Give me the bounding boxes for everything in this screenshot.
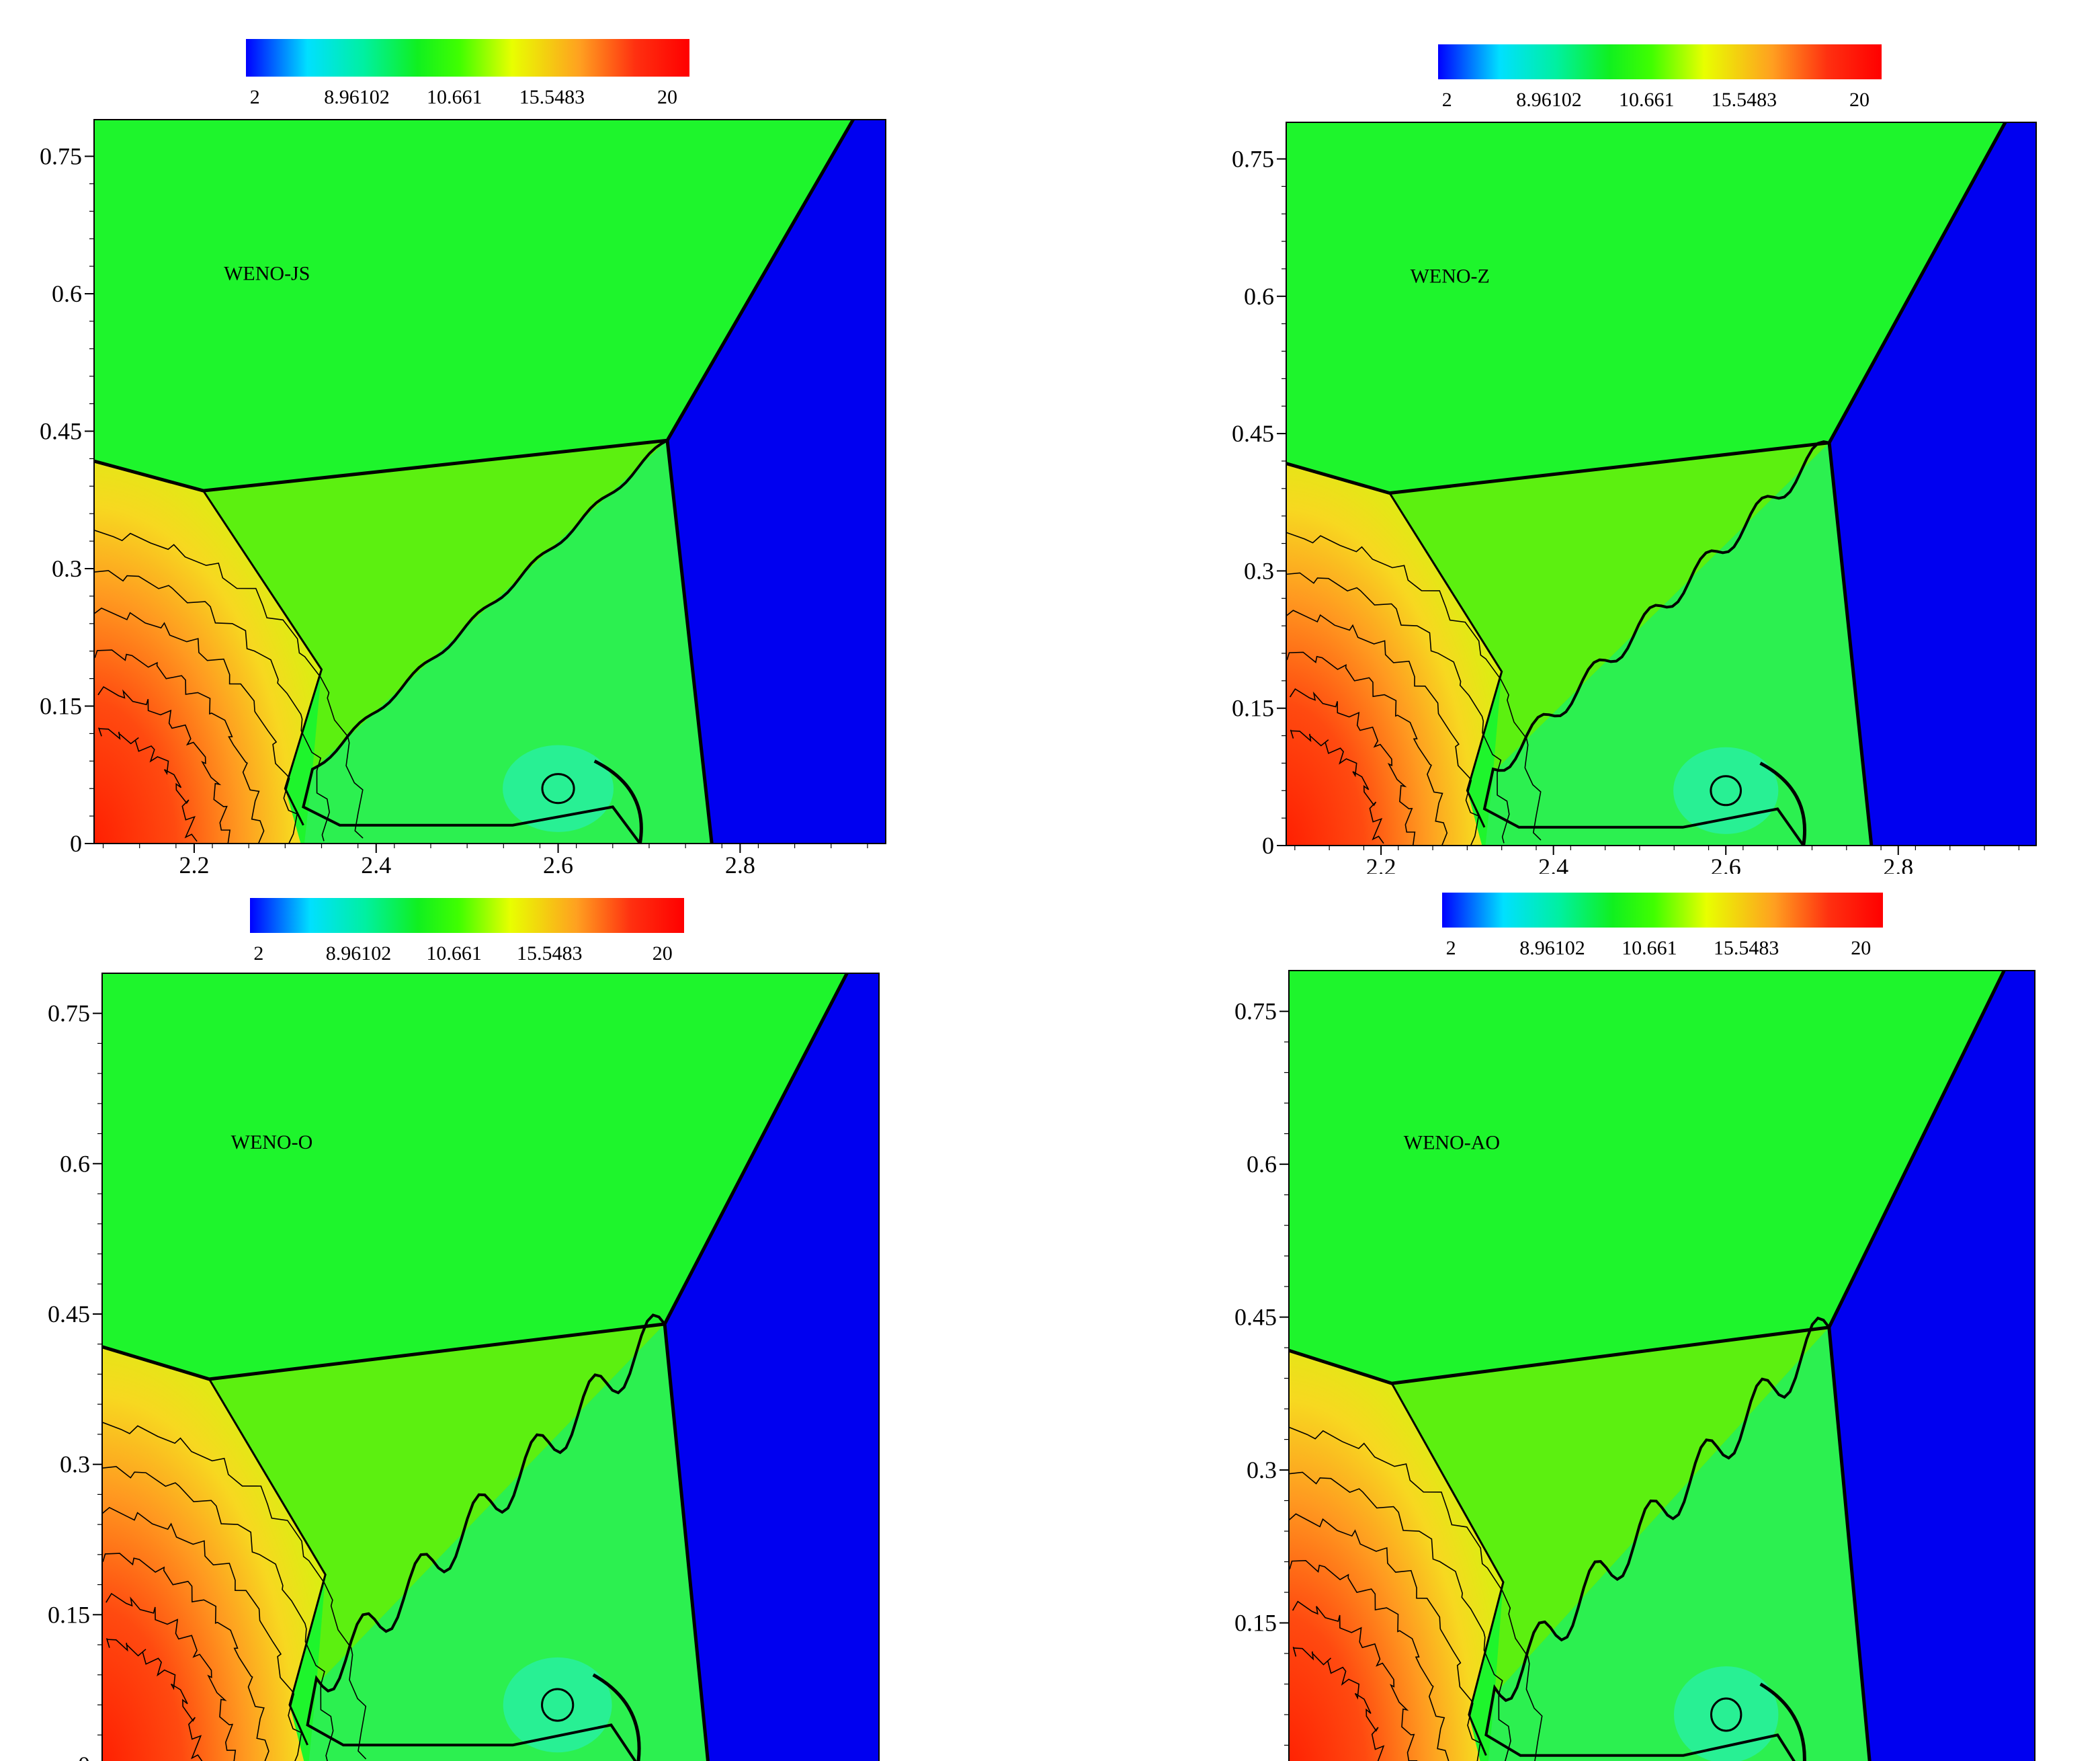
y-tick-label: 0.3 bbox=[1247, 1457, 1277, 1483]
y-tick-label: 0.45 bbox=[1234, 1304, 1277, 1331]
colorbar bbox=[1438, 44, 1882, 79]
y-tick-label: 0.75 bbox=[1234, 998, 1277, 1025]
y-tick-label: 0.6 bbox=[52, 280, 82, 307]
contour-field bbox=[1277, 113, 2054, 854]
y-tick-label: 0.15 bbox=[40, 693, 82, 720]
y-tick-label: 0.75 bbox=[40, 143, 82, 170]
y-tick-label: 0 bbox=[70, 830, 82, 857]
colorbar-tick-label: 15.5483 bbox=[519, 86, 585, 108]
x-tick-label: 2.2 bbox=[179, 852, 209, 874]
contour-field bbox=[85, 110, 905, 852]
y-tick-label: 0.15 bbox=[1234, 1610, 1277, 1637]
vortex-region bbox=[1673, 747, 1778, 834]
colorbar-tick-label: 15.5483 bbox=[1714, 937, 1779, 959]
chart-panel-1: 2 8.96102 10.661 15.5483 20 WENO-JS 0 0.15 0.3 0.… bbox=[0, 0, 1050, 874]
y-tick-label: 0.3 bbox=[60, 1451, 90, 1478]
y-tick-label: 0.45 bbox=[40, 418, 82, 445]
contour-field bbox=[1280, 960, 2052, 1761]
colorbar-tick-label: 20 bbox=[653, 942, 673, 965]
panel-label: WENO-Z bbox=[1411, 265, 1490, 287]
colorbar-tick-label: 2 bbox=[1442, 89, 1452, 111]
x-tick-label: 2.6 bbox=[543, 852, 573, 874]
y-tick-label: 0 bbox=[1262, 832, 1274, 859]
colorbar-tick-label: 15.5483 bbox=[1712, 89, 1777, 111]
y-tick-label: 0.15 bbox=[1232, 695, 1274, 722]
chart-panel-4: 28.9610210.66115.548320WENO-AO00.150.30.… bbox=[1050, 887, 2100, 1761]
y-tick-label: 0.15 bbox=[48, 1601, 90, 1628]
panel-label: WENO-O bbox=[231, 1131, 313, 1153]
panel-label: WENO-AO bbox=[1404, 1131, 1500, 1153]
y-tick-label: 0.6 bbox=[1244, 283, 1274, 310]
chart-panel-2: 2 8.96102 10.661 15.5483 20 WENO-Z 0 0.15 0.3 0.4… bbox=[1050, 0, 2100, 874]
panel-label: WENO-JS bbox=[224, 263, 310, 285]
y-tick-label: 0.75 bbox=[1232, 145, 1274, 172]
y-tick-label: 0.45 bbox=[1232, 420, 1274, 447]
colorbar-tick-label: 10.661 bbox=[1622, 937, 1677, 959]
x-tick-label: 2.6 bbox=[1711, 854, 1741, 874]
x-tick-label: 2.8 bbox=[725, 852, 755, 874]
colorbar-tick-label: 10.661 bbox=[427, 86, 482, 108]
contour-field bbox=[93, 963, 897, 1761]
colorbar-tick-label: 2 bbox=[250, 86, 260, 108]
y-tick-label: 0.3 bbox=[52, 555, 82, 582]
x-tick-label: 2.2 bbox=[1366, 854, 1396, 874]
vortex-region bbox=[503, 745, 614, 832]
y-tick-label: 0.6 bbox=[1247, 1151, 1277, 1178]
colorbar bbox=[246, 39, 689, 77]
y-tick-label: 0 bbox=[78, 1752, 90, 1761]
y-tick-label: 0.75 bbox=[48, 1000, 90, 1027]
colorbar-tick-label: 2 bbox=[1446, 937, 1456, 959]
x-tick-label: 2.8 bbox=[1883, 854, 1913, 874]
y-tick-label: 0.45 bbox=[48, 1301, 90, 1327]
colorbar bbox=[1442, 893, 1883, 928]
colorbar-tick-label: 10.661 bbox=[426, 942, 482, 965]
colorbar-tick-label: 15.5483 bbox=[517, 942, 583, 965]
chart-panel-3: 2 8.96102 10.661 15.5483 20 WENO-O 0 0.15 0.3 0.4… bbox=[0, 887, 1050, 1761]
colorbar-tick-label: 20 bbox=[1851, 937, 1871, 959]
colorbar-tick-label: 8.96102 bbox=[324, 86, 390, 108]
x-tick-label: 2.4 bbox=[361, 852, 391, 874]
x-tick-label: 2.4 bbox=[1538, 854, 1568, 874]
colorbar-tick-label: 2 bbox=[253, 942, 263, 965]
colorbar-tick-label: 10.661 bbox=[1619, 89, 1675, 111]
colorbar-tick-label: 8.96102 bbox=[326, 942, 392, 965]
colorbar-tick-label: 8.96102 bbox=[1519, 937, 1585, 959]
colorbar-tick-label: 8.96102 bbox=[1516, 89, 1582, 111]
colorbar-tick-label: 20 bbox=[657, 86, 677, 108]
y-tick-label: 0.6 bbox=[60, 1150, 90, 1177]
colorbar-tick-label: 20 bbox=[1849, 89, 1870, 111]
colorbar bbox=[250, 898, 684, 933]
vortex-region bbox=[503, 1657, 612, 1752]
y-tick-label: 0.3 bbox=[1244, 557, 1274, 584]
